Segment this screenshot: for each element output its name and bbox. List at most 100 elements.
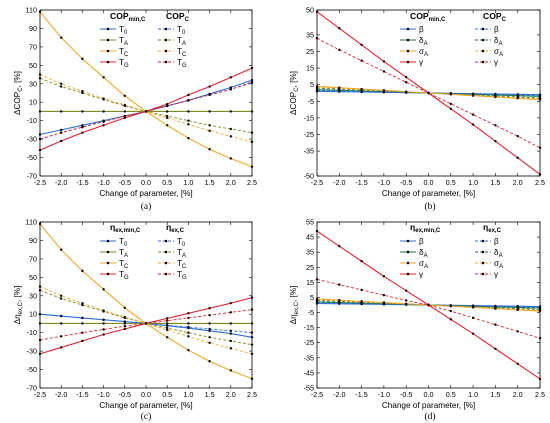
panel-tag: (c)	[141, 411, 152, 422]
data-point	[360, 88, 363, 91]
legend-marker	[106, 60, 110, 64]
data-point	[250, 66, 254, 70]
x-tick-label: -1.0	[378, 178, 390, 187]
data-point	[538, 173, 542, 176]
legend-entry: δA	[419, 248, 428, 259]
legend-entry: β	[419, 237, 424, 246]
x-tick-label: -1.0	[97, 390, 109, 399]
data-point	[516, 330, 519, 333]
y-axis-label: Δηex,C, [%]	[289, 286, 300, 325]
data-point	[250, 78, 254, 82]
data-point	[166, 114, 169, 118]
data-point	[187, 316, 190, 320]
data-point	[208, 124, 211, 127]
series-line-3	[39, 297, 253, 355]
y-tick-label: -55	[304, 384, 314, 393]
data-point	[471, 305, 475, 309]
y-tick-label: 35	[306, 30, 314, 39]
data-point	[229, 88, 232, 91]
y-tick-label: -30	[27, 135, 37, 144]
data-point	[102, 333, 105, 336]
data-point	[360, 59, 363, 62]
data-point	[102, 124, 105, 127]
data-point	[405, 299, 408, 302]
data-point	[315, 229, 319, 233]
data-point	[60, 131, 63, 134]
legend-header: COPmin,C	[110, 11, 146, 23]
plot-frame	[39, 221, 253, 389]
data-point	[166, 322, 169, 325]
x-tick-label: -2.0	[333, 178, 345, 187]
legend-entry: TG	[119, 270, 129, 281]
x-axis-label: Change of parameter, [%]	[99, 189, 192, 198]
data-point	[166, 336, 169, 339]
data-point	[494, 124, 497, 127]
data-point	[60, 322, 63, 325]
data-point	[102, 76, 105, 79]
legend-marker	[106, 49, 110, 53]
legend-marker	[164, 27, 168, 31]
y-tick-label: 50	[306, 6, 314, 15]
y-tick-label: -25	[304, 338, 314, 347]
legend-marker	[164, 239, 168, 243]
x-tick-label: -2.5	[311, 390, 323, 399]
data-point	[538, 94, 542, 97]
legend-entry: δA	[419, 36, 428, 47]
data-point	[38, 285, 42, 288]
legend-entry: β	[419, 25, 424, 34]
x-tick-label: 2.0	[513, 178, 523, 187]
data-point	[382, 301, 386, 305]
panel-tag: (d)	[424, 411, 435, 422]
y-tick-label: 10	[29, 310, 37, 319]
data-point	[494, 139, 497, 143]
data-point	[250, 331, 254, 334]
y-tick-label: 35	[306, 248, 314, 257]
x-tick-label: 0.5	[446, 390, 456, 399]
data-point	[187, 110, 190, 113]
legend-entry: TG	[177, 270, 187, 281]
x-tick-label: 2.5	[247, 390, 257, 399]
y-tick-label: -15	[304, 113, 314, 122]
x-tick-label: -0.5	[400, 178, 412, 187]
data-point	[144, 322, 148, 325]
y-tick-label: -10	[27, 328, 37, 337]
data-point	[187, 335, 190, 338]
data-point	[229, 301, 232, 305]
data-point	[187, 123, 190, 126]
data-point	[208, 129, 211, 133]
data-point	[382, 293, 386, 297]
data-point	[123, 306, 127, 309]
data-point	[229, 157, 232, 160]
data-point	[471, 332, 475, 335]
legend-header: ηex,min,C	[410, 222, 441, 234]
legend-entry: TG	[119, 58, 129, 69]
data-point	[250, 110, 254, 113]
data-point	[102, 110, 105, 113]
data-point	[60, 297, 63, 300]
legend-marker	[164, 38, 168, 42]
y-tick-label: 50	[29, 61, 37, 70]
series-line-0	[39, 313, 253, 338]
y-tick-label: -25	[304, 130, 314, 139]
data-point	[471, 113, 475, 116]
data-point	[81, 57, 84, 61]
data-point	[38, 222, 42, 226]
legend-entry: δA	[494, 248, 503, 259]
data-point	[250, 336, 254, 339]
legend-entry: TC	[119, 259, 129, 270]
x-tick-label: -2.5	[34, 178, 46, 187]
data-point	[405, 289, 408, 292]
data-point	[81, 91, 84, 95]
x-tick-label: -1.5	[355, 178, 367, 187]
data-point	[81, 269, 84, 273]
data-point	[250, 352, 254, 356]
data-point	[38, 10, 42, 14]
data-point	[516, 96, 519, 99]
y-tick-label: 15	[306, 278, 314, 287]
legend-marker	[106, 27, 110, 31]
x-tick-label: -1.5	[76, 178, 88, 187]
data-point	[250, 322, 254, 325]
data-point	[229, 329, 232, 333]
data-point	[81, 322, 84, 325]
data-point	[60, 346, 63, 349]
